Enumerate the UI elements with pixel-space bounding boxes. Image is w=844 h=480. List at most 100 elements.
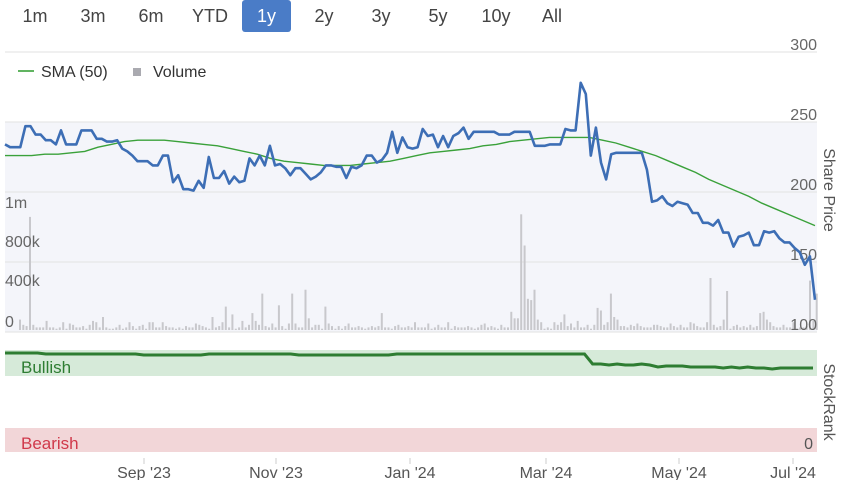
range-button-3m[interactable]: 3m: [80, 6, 106, 26]
volume-bar: [503, 327, 506, 330]
volume-axis-labels: 0 400k 800k 1m: [5, 195, 41, 331]
volume-bar: [689, 322, 692, 330]
volume-bar: [397, 324, 400, 330]
price-axis-title: Share Price: [820, 148, 837, 232]
range-button-1m[interactable]: 1m: [22, 6, 48, 26]
volume-bar: [606, 322, 609, 330]
volume-bar: [254, 320, 257, 330]
volume-bar: [360, 327, 363, 330]
volume-bar: [417, 327, 420, 330]
volume-bar: [75, 327, 78, 330]
volume-tick-label: 800k: [5, 234, 41, 251]
volume-bar: [467, 326, 470, 330]
volume-bar: [128, 322, 131, 330]
volume-bar: [507, 327, 509, 330]
volume-legend-label: Volume: [153, 64, 206, 81]
sma-legend-label: SMA (50): [41, 64, 108, 81]
volume-bar: [258, 324, 260, 330]
volume-bar: [271, 323, 274, 330]
volume-bar: [769, 322, 772, 330]
volume-bar: [470, 327, 473, 330]
range-button-5y[interactable]: 5y: [428, 6, 448, 26]
volume-bar: [682, 327, 685, 330]
volume-bar: [264, 326, 267, 330]
volume-bar: [775, 327, 778, 330]
volume-bar: [88, 324, 91, 330]
volume-bar: [669, 323, 672, 330]
volume-bar: [726, 291, 729, 330]
volume-bar: [304, 289, 307, 330]
volume-bar: [301, 327, 304, 330]
volume-bar: [165, 326, 168, 330]
volume-bar: [42, 327, 45, 330]
volume-bar: [729, 328, 732, 330]
volume-bar: [749, 324, 752, 330]
volume-bar: [520, 214, 523, 330]
volume-bar: [709, 278, 712, 330]
range-button-ytd[interactable]: YTD: [192, 6, 228, 26]
volume-bar: [92, 320, 94, 330]
range-selector: 1m 3m 6m YTD 1y 2y 3y 5y 10y All: [0, 0, 600, 32]
range-button-6m[interactable]: 6m: [138, 6, 164, 26]
volume-bar: [68, 323, 71, 330]
volume-bar: [603, 324, 606, 330]
volume-bar: [719, 326, 722, 330]
volume-bar: [78, 327, 81, 330]
volume-bar: [722, 319, 725, 330]
volume-bar: [424, 327, 426, 330]
range-button-3y[interactable]: 3y: [371, 6, 391, 26]
volume-bar: [311, 327, 314, 330]
volume-bars: [19, 214, 818, 330]
volume-bar: [550, 328, 553, 330]
volume-bar: [251, 313, 254, 330]
volume-bar: [420, 327, 423, 330]
volume-bar: [563, 314, 566, 330]
volume-bar: [453, 326, 456, 330]
volume-bar: [566, 326, 569, 330]
volume-bar: [732, 326, 735, 330]
volume-bar: [739, 327, 742, 330]
volume-bar: [752, 327, 755, 330]
volume-bar: [433, 327, 436, 330]
volume-bar: [198, 324, 201, 330]
x-tick-label: May '24: [651, 465, 707, 480]
volume-bar: [314, 324, 317, 330]
range-button-2y[interactable]: 2y: [314, 6, 334, 26]
volume-bar: [536, 319, 539, 330]
volume-bar: [616, 319, 619, 330]
volume-bar: [141, 324, 144, 330]
volume-bar: [281, 326, 284, 330]
volume-bar: [629, 324, 632, 330]
volume-bar: [115, 327, 118, 330]
volume-bar: [377, 326, 380, 330]
volume-bar: [639, 326, 642, 330]
volume-bar: [324, 306, 327, 330]
volume-bar: [460, 327, 463, 330]
x-axis-labels: Sep '23 Nov '23 Jan '24 Mar '24 May '24 Jul '…: [117, 458, 816, 480]
volume-bar: [148, 322, 151, 330]
volume-bar: [367, 327, 370, 330]
volume-bar: [556, 324, 559, 330]
range-button-all[interactable]: All: [541, 6, 562, 26]
volume-bar: [765, 319, 768, 330]
volume-bar: [125, 327, 128, 330]
volume-bar: [48, 327, 51, 330]
volume-bar: [331, 326, 333, 330]
volume-bar: [158, 327, 161, 330]
volume-bar: [782, 324, 785, 330]
volume-bar: [274, 327, 277, 330]
volume-bar: [656, 324, 659, 330]
plot-background: [5, 122, 817, 332]
volume-tick-label: 400k: [5, 273, 41, 290]
volume-bar: [526, 298, 529, 330]
range-button-1y[interactable]: 1y: [242, 0, 291, 32]
price-tick-label: 300: [790, 37, 817, 54]
volume-bar: [586, 324, 589, 330]
volume-bar: [384, 327, 387, 330]
volume-bar: [755, 326, 758, 330]
range-button-10y[interactable]: 10y: [481, 6, 511, 26]
volume-bar: [55, 328, 58, 330]
volume-bar: [181, 328, 184, 330]
volume-bar: [211, 317, 214, 330]
volume-bar: [430, 328, 433, 330]
